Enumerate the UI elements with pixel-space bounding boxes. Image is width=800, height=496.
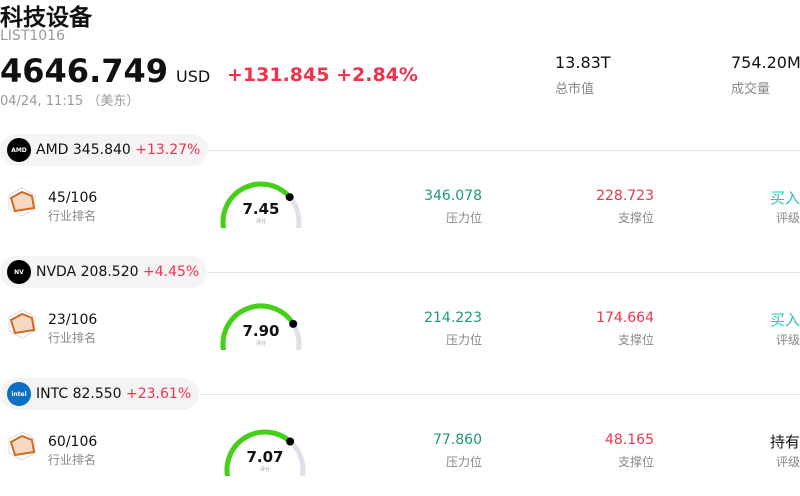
stock-pill[interactable]: NV NVDA 208.520 +4.45%	[0, 256, 208, 288]
currency: USD	[176, 67, 211, 86]
score-value: 7.45	[242, 200, 280, 218]
company-logo-icon: AMD	[7, 138, 31, 162]
support-value: 48.165	[605, 432, 654, 448]
score-gauge: 7.45 评分	[212, 178, 308, 232]
company-logo-icon: NV	[7, 260, 31, 284]
radar-chart-icon	[8, 431, 36, 461]
timestamp: 04/24, 11:15 （美东）	[0, 94, 140, 109]
stock-pill[interactable]: AMD AMD 345.840 +13.27%	[0, 134, 209, 166]
divider	[200, 394, 800, 395]
resistance-value: 214.223	[424, 310, 482, 326]
support-value: 228.723	[596, 188, 654, 204]
support-label: 支撑位	[617, 455, 654, 469]
market-cap-value: 13.83T	[555, 53, 611, 72]
rating-label: 评级	[775, 455, 800, 469]
divider	[200, 272, 800, 273]
stock-price: 208.520	[80, 264, 139, 280]
price-change: +131.845 +2.84%	[227, 64, 418, 86]
gauge-marker	[286, 437, 295, 446]
volume-label: 成交量	[731, 82, 771, 97]
rating-value: 买入	[769, 311, 800, 329]
stock-price: 345.840	[72, 142, 131, 158]
support-label: 支撑位	[617, 211, 654, 225]
volume-value: 754.20M	[731, 53, 800, 72]
industry-rank: 60/106	[48, 434, 98, 450]
score-label: 评分	[255, 219, 266, 225]
stock-change: +13.27%	[135, 142, 201, 158]
stock-section: intel INTC 82.550 +23.61% 60/106 行业排名 7.…	[0, 374, 800, 496]
company-logo-icon: intel	[7, 382, 31, 406]
rating-label: 评级	[775, 333, 800, 347]
stock-price: 82.550	[72, 386, 122, 402]
resistance-label: 压力位	[445, 211, 482, 225]
score-label: 评分	[255, 341, 266, 347]
score-gauge: 7.90 评分	[212, 300, 308, 354]
ticker: AMD	[36, 142, 69, 158]
support-value: 174.664	[596, 310, 654, 326]
score-label: 评分	[259, 467, 270, 473]
resistance-value: 77.860	[433, 432, 482, 448]
gauge-fill	[224, 429, 293, 480]
industry-rank-label: 行业排名	[48, 331, 97, 345]
industry-rank-label: 行业排名	[48, 453, 97, 467]
stock-section: AMD AMD 345.840 +13.27% 45/106 行业排名 7.45…	[0, 130, 800, 252]
market-cap-label: 总市值	[555, 82, 595, 97]
stock-section: NV NVDA 208.520 +4.45% 23/106 行业排名 7.90 …	[0, 252, 800, 374]
industry-rank-label: 行业排名	[48, 209, 97, 223]
gauge-fill	[220, 181, 293, 232]
gauge-fill	[220, 303, 296, 354]
score-value: 7.07	[246, 448, 284, 466]
stock-change: +4.45%	[142, 264, 200, 280]
radar-chart-icon	[8, 309, 36, 339]
ticker: NVDA	[36, 264, 77, 280]
stock-pill[interactable]: intel INTC 82.550 +23.61%	[0, 378, 200, 410]
divider	[200, 150, 800, 151]
stock-change: +23.61%	[126, 386, 192, 402]
resistance-label: 压力位	[445, 455, 482, 469]
resistance-value: 346.078	[424, 188, 482, 204]
rating-value: 买入	[769, 189, 800, 207]
industry-rank: 23/106	[48, 312, 98, 328]
radar-chart-icon	[8, 187, 36, 217]
gauge-marker	[289, 319, 298, 328]
ticker: INTC	[36, 386, 69, 402]
resistance-label: 压力位	[445, 333, 482, 347]
score-gauge: 7.07 评分	[216, 426, 312, 480]
support-label: 支撑位	[617, 333, 654, 347]
score-value: 7.90	[242, 322, 280, 340]
rating-label: 评级	[775, 211, 800, 225]
list-code: LIST1016	[0, 28, 65, 44]
industry-rank: 45/106	[48, 190, 98, 206]
index-price: 4646.749	[0, 52, 169, 90]
gauge-marker	[285, 193, 294, 202]
page-title: 科技设备	[0, 5, 92, 31]
rating-value: 持有	[769, 433, 800, 451]
